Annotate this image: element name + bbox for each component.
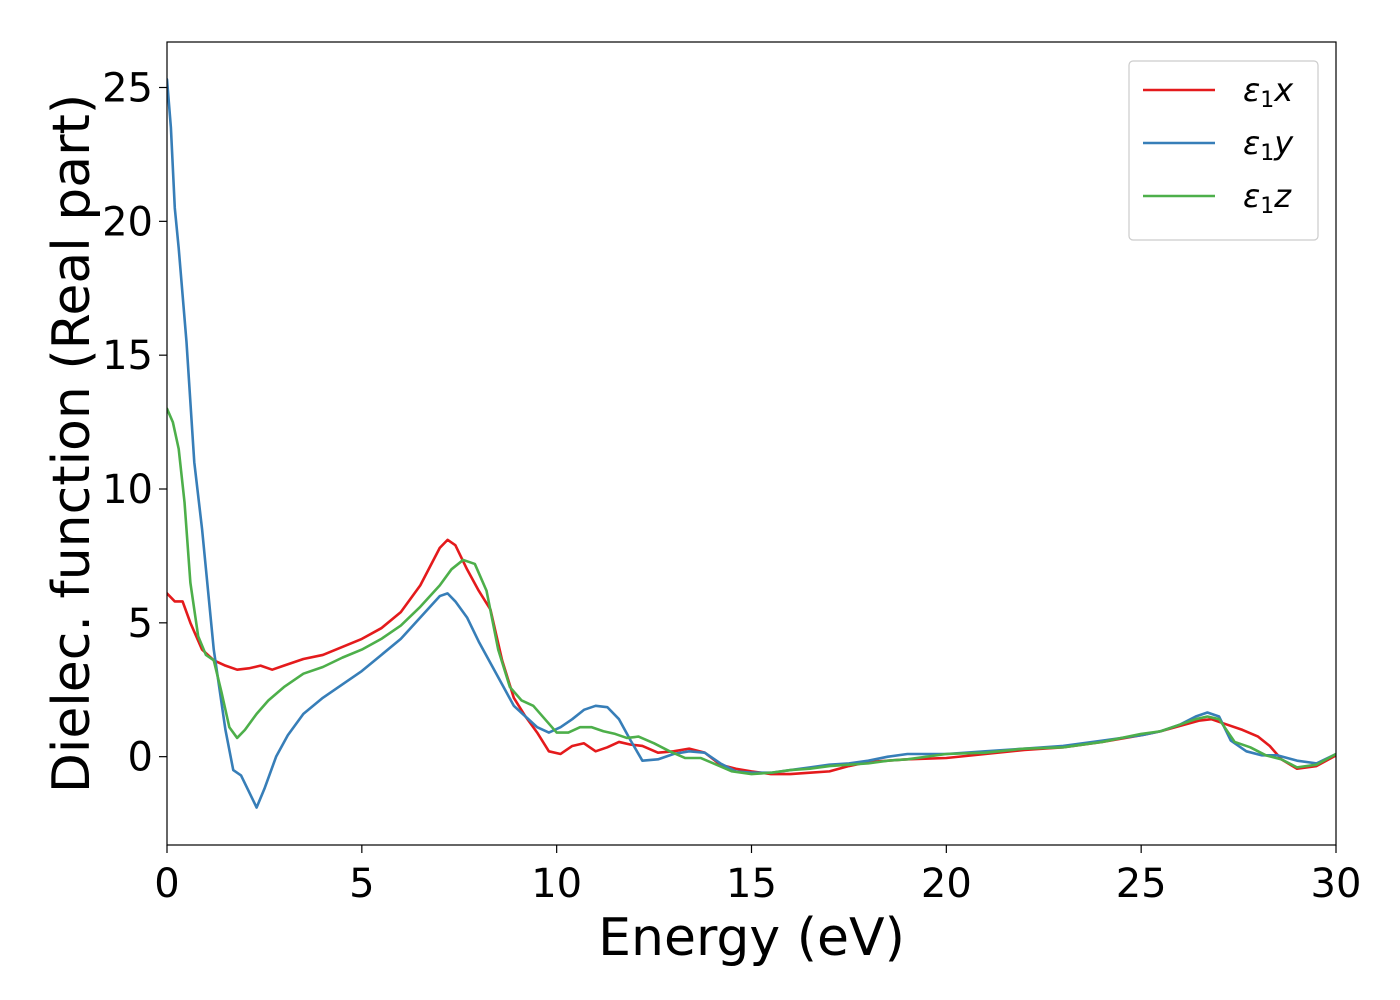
x-tick-label: 20: [921, 861, 972, 907]
legend-label-x: ε1x: [1243, 71, 1294, 113]
x-axis-title: Energy (eV): [598, 908, 905, 968]
x-tick-label: 15: [726, 861, 777, 907]
x-tick-label: 0: [154, 861, 179, 907]
y-tick-label: 15: [102, 333, 153, 379]
x-tick-label: 30: [1311, 861, 1362, 907]
legend-items: ε1x ε1y ε1z: [1143, 71, 1294, 219]
legend: ε1x ε1y ε1z: [1128, 60, 1319, 241]
series-line-z: [167, 407, 1336, 776]
legend-label-y: ε1y: [1243, 124, 1294, 166]
x-tick-label: 10: [531, 861, 582, 907]
y-tick-label: 10: [102, 467, 153, 513]
y-axis-title: Dielec. function (Real part): [42, 94, 102, 793]
y-tick-label: 20: [102, 199, 153, 245]
y-tick-label: 0: [128, 735, 153, 781]
x-tick-label: 25: [1116, 861, 1167, 907]
series-layer: [167, 78, 1336, 809]
y-tick-label: 5: [128, 601, 153, 647]
y-tick-label: 25: [102, 66, 153, 112]
x-tick-label: 5: [349, 861, 374, 907]
legend-label-z: ε1z: [1243, 177, 1292, 219]
ticks-layer: 0 5 10 15 20 25 30 0 5 10 15 20 25: [102, 66, 1361, 907]
